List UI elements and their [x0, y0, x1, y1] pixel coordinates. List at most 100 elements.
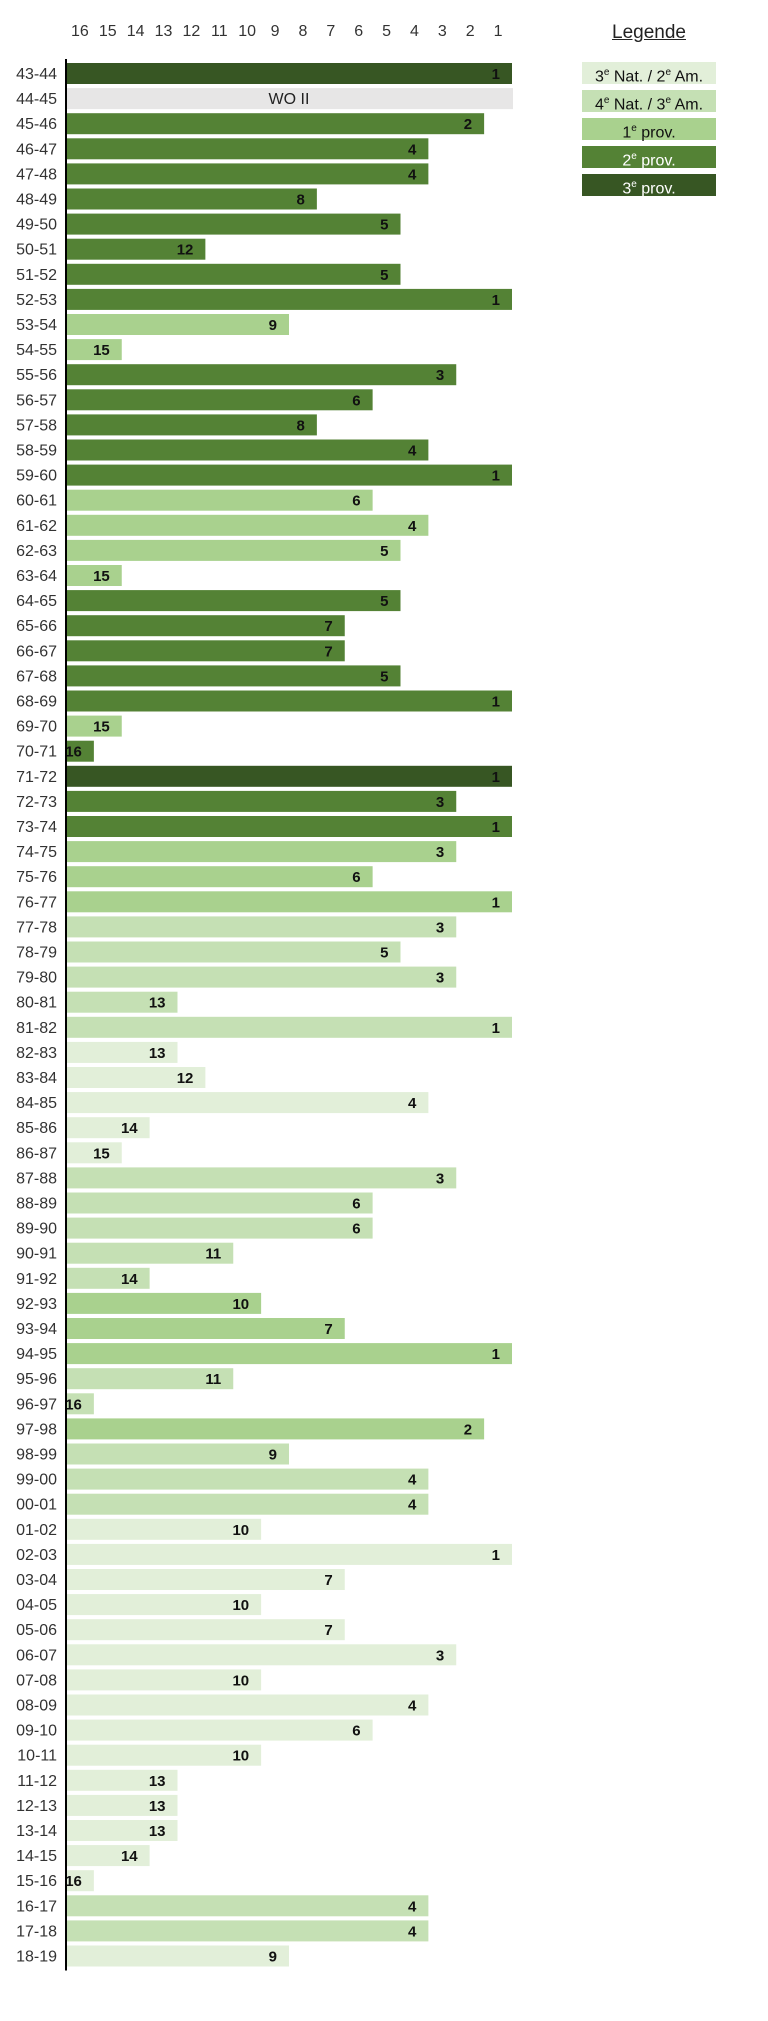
legend-text: prov. — [636, 152, 676, 170]
bar — [66, 63, 512, 84]
bar-label: 6 — [352, 392, 360, 409]
bar-label: 1 — [492, 1346, 500, 1363]
bar — [66, 213, 401, 235]
legend-text: prov. — [636, 124, 676, 142]
bar-label: 5 — [380, 217, 388, 234]
bar-label: 14 — [121, 1848, 138, 1865]
x-tick-label: 11 — [211, 23, 228, 40]
bar — [66, 188, 317, 210]
bar-label: 1 — [492, 819, 500, 836]
bar-label: 1 — [492, 292, 500, 309]
bar-label: 5 — [380, 945, 388, 962]
bar-label: 1 — [492, 468, 500, 485]
bar-label: 10 — [232, 1597, 249, 1614]
bar — [66, 1117, 150, 1139]
season-label: 90-91 — [16, 1246, 57, 1263]
season-label: 03-04 — [16, 1572, 57, 1589]
season-label: 18-19 — [16, 1949, 57, 1966]
season-label: 58-59 — [16, 443, 57, 460]
bar — [66, 539, 401, 561]
bar — [66, 314, 289, 335]
bar-label: 4 — [408, 1923, 417, 1940]
bar-label: 16 — [65, 1396, 82, 1413]
bar — [66, 1016, 512, 1038]
bar-label: 14 — [121, 1271, 138, 1288]
season-label: 15-16 — [16, 1873, 57, 1890]
season-label: 61-62 — [16, 518, 57, 535]
x-tick-label: 2 — [466, 23, 475, 40]
bar — [66, 439, 429, 461]
legend-text: e — [603, 67, 610, 78]
bar-label: 1 — [492, 66, 500, 83]
season-label: 51-52 — [16, 267, 57, 284]
season-label: 05-06 — [16, 1622, 57, 1639]
season-label: 45-46 — [16, 116, 57, 133]
season-label: 55-56 — [16, 367, 57, 384]
bar-label: 2 — [464, 116, 472, 133]
bar — [66, 1468, 429, 1490]
bar — [66, 565, 122, 586]
bar-label: 5 — [380, 593, 388, 610]
x-tick-label: 13 — [155, 23, 173, 40]
bar — [66, 1769, 178, 1791]
season-label: 89-90 — [16, 1221, 57, 1238]
bar-label: 12 — [177, 1070, 194, 1087]
legend-item-prov1: 1e prov. — [582, 118, 716, 142]
bar-label: 12 — [177, 242, 194, 259]
legend-item-nat3: 3e Nat. / 2e Am. — [582, 62, 716, 86]
x-tick-label: 15 — [99, 23, 117, 40]
bar — [66, 1167, 457, 1189]
bar-label: 9 — [269, 1949, 277, 1966]
legend-text: Nat. / — [609, 96, 657, 114]
bar — [66, 1493, 429, 1515]
bar — [66, 1242, 234, 1264]
season-label: 69-70 — [16, 719, 57, 736]
season-label: 49-50 — [16, 217, 57, 234]
legend-text: e — [631, 179, 637, 190]
legend-text: 3 — [594, 68, 604, 86]
bar — [66, 1594, 262, 1616]
season-label: 97-98 — [16, 1421, 57, 1438]
bar — [66, 765, 512, 787]
x-tick-label: 6 — [354, 23, 363, 40]
bar — [66, 414, 317, 436]
x-tick-label: 7 — [326, 23, 335, 40]
bar — [66, 715, 122, 737]
legend-items: 3e Nat. / 2e Am. 4e Nat. / 3e Am. 1e prov.… — [582, 62, 716, 197]
season-label: 43-44 — [16, 66, 57, 83]
season-label: 87-88 — [16, 1170, 57, 1187]
bar — [66, 238, 206, 260]
season-label: 74-75 — [16, 844, 57, 861]
bar-label: 16 — [65, 1873, 82, 1890]
bar — [66, 1543, 512, 1565]
bar-label: 1 — [492, 769, 500, 786]
season-label: 50-51 — [16, 242, 57, 259]
season-label: 13-14 — [16, 1823, 57, 1840]
bar-label: 6 — [352, 493, 360, 510]
bar-label: 3 — [436, 794, 444, 811]
bar-label: 10 — [232, 1522, 249, 1539]
bar — [66, 966, 457, 988]
legend-text: 2 — [656, 68, 666, 86]
bar — [66, 991, 178, 1013]
bar-label: 13 — [149, 1773, 166, 1790]
x-tick-label: 5 — [382, 23, 391, 40]
legend-text: 4 — [594, 96, 604, 114]
bar — [66, 389, 373, 411]
bar — [66, 1619, 345, 1641]
bar — [66, 1870, 94, 1892]
bar-label: 1 — [492, 1020, 500, 1037]
season-label: 63-64 — [16, 568, 57, 585]
season-label: 83-84 — [16, 1070, 57, 1087]
x-tick-label: 10 — [238, 23, 256, 40]
season-label: 17-18 — [16, 1923, 57, 1940]
bar — [66, 1518, 262, 1540]
bar — [66, 1644, 457, 1666]
bar — [66, 1368, 234, 1390]
season-label: 06-07 — [16, 1647, 57, 1664]
bar-label: 6 — [352, 1221, 360, 1238]
bar-label: 15 — [93, 1145, 110, 1162]
season-label: 79-80 — [16, 970, 57, 987]
bar-label: 7 — [324, 1572, 332, 1589]
